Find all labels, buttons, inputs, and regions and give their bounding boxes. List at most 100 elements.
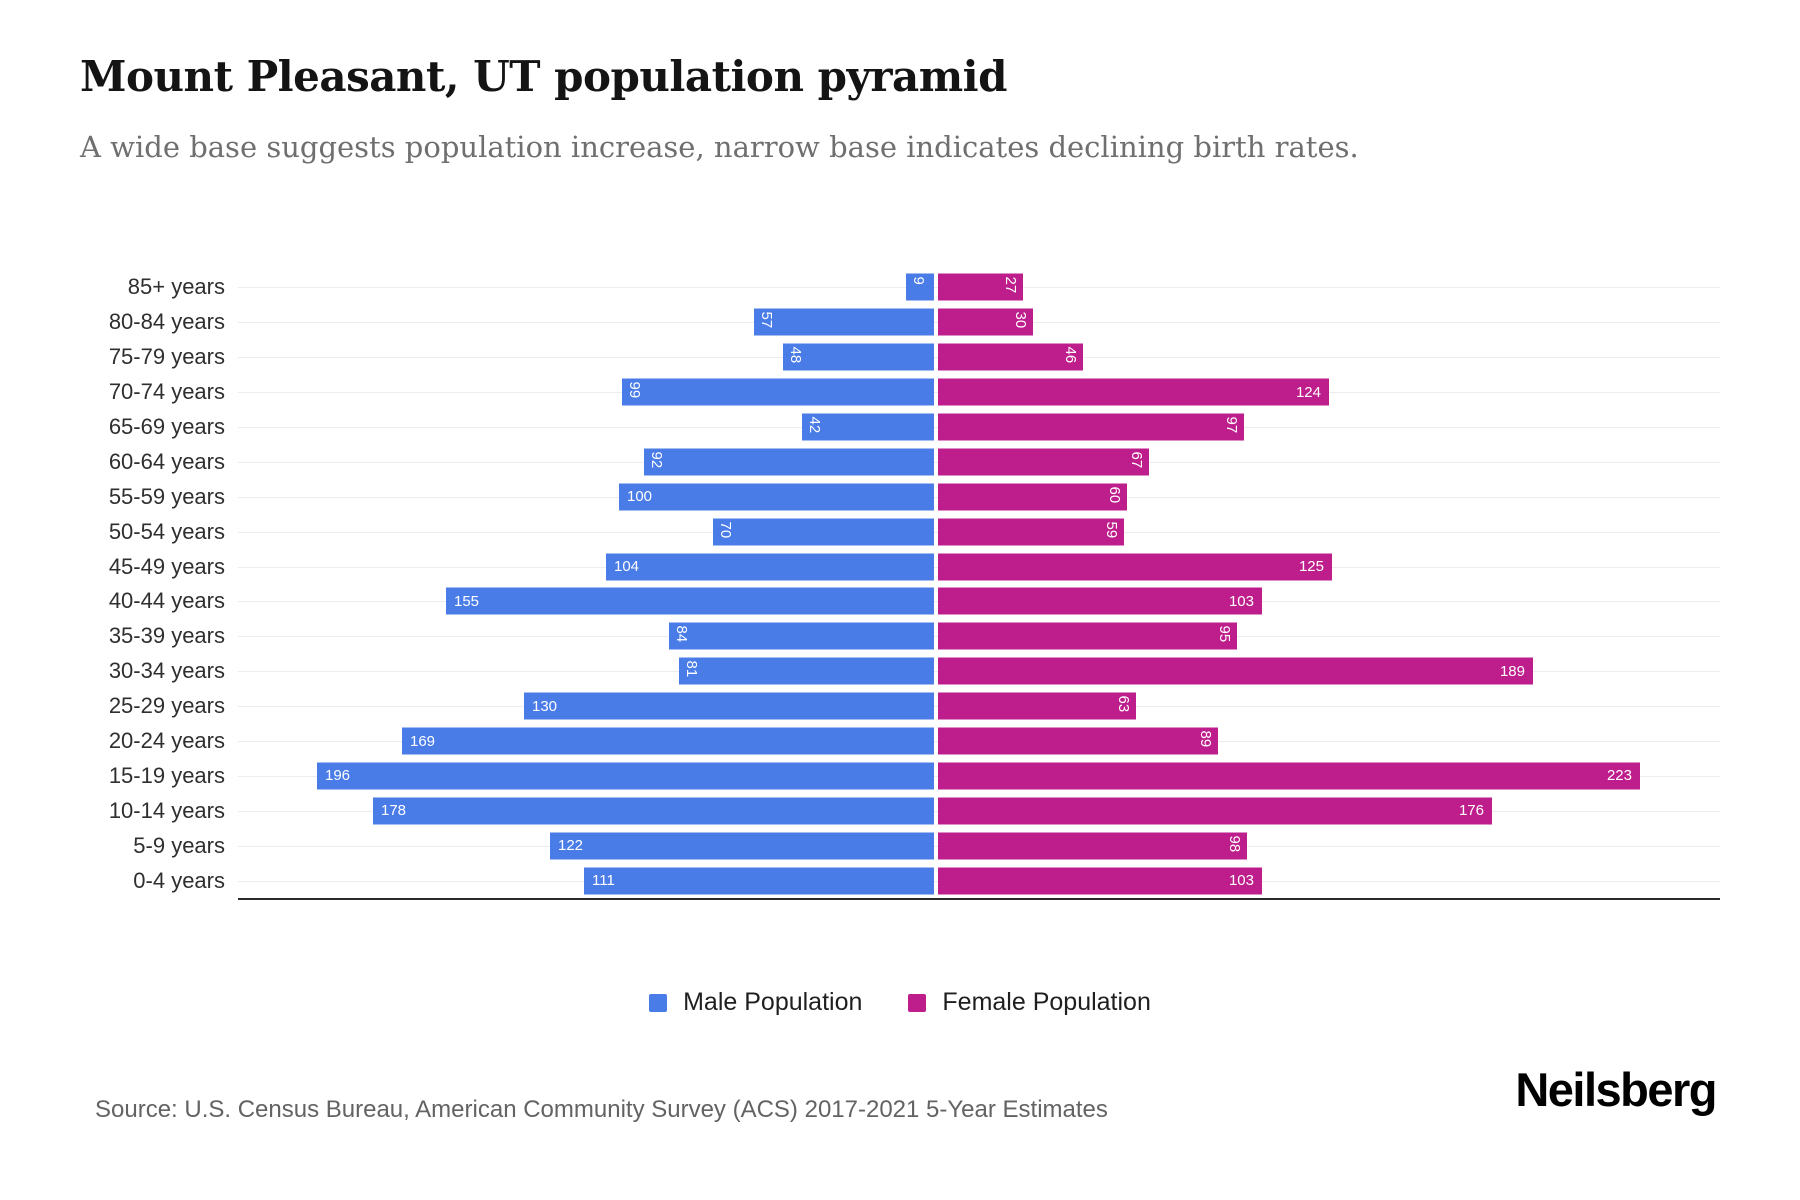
plot-area: 48 46 [238, 340, 1720, 375]
pyramid-row: 60-64 years 92 67 [80, 444, 1720, 479]
female-bar-30-34-years: 189 [938, 657, 1533, 685]
male-bar-30-34-years: 81 [679, 657, 934, 685]
pyramid-row: 20-24 years 169 89 [80, 724, 1720, 759]
bar-value-label: 60 [1106, 486, 1123, 503]
page-title: Mount Pleasant, UT population pyramid [80, 52, 1007, 101]
pyramid-row: 70-74 years 99 124 [80, 375, 1720, 410]
pyramid-row: 35-39 years 84 95 [80, 619, 1720, 654]
plot-area: 9 27 [238, 270, 1720, 305]
pyramid-row: 50-54 years 70 59 [80, 514, 1720, 549]
bar-value-label: 223 [1606, 767, 1632, 785]
male-bar-80-84-years: 57 [754, 308, 934, 336]
female-bar-40-44-years: 103 [938, 587, 1262, 615]
bar-value-label: 155 [454, 592, 480, 610]
page-subtitle: A wide base suggests population increase… [80, 130, 1359, 164]
age-group-label: 75-79 years [108, 344, 225, 370]
pyramid-row: 55-59 years 100 60 [80, 479, 1720, 514]
bar-value-label: 169 [410, 732, 436, 750]
female-bar-20-24-years: 89 [938, 727, 1218, 755]
male-bar-25-29-years: 130 [524, 692, 934, 720]
male-bar-10-14-years: 178 [373, 797, 934, 825]
age-group-label: 40-44 years [108, 588, 225, 614]
bar-value-label: 176 [1458, 802, 1484, 820]
pyramid-row: 10-14 years 178 176 [80, 793, 1720, 828]
bar-value-label: 99 [626, 381, 643, 399]
age-group-label: 45-49 years [108, 553, 225, 579]
bar-value-label: 98 [1226, 835, 1243, 852]
pyramid-row: 75-79 years 48 46 [80, 340, 1720, 375]
pyramid-row: 0-4 years 111 103 [80, 863, 1720, 898]
age-group-label: 70-74 years [108, 379, 225, 405]
age-group-label: 65-69 years [108, 414, 225, 439]
plot-area: 169 89 [238, 724, 1720, 759]
plot-area: 178 176 [238, 793, 1720, 828]
age-group-label: 30-34 years [108, 658, 225, 684]
bar-value-label: 95 [1216, 625, 1233, 643]
plot-area: 196 223 [238, 758, 1720, 793]
female-bar-80-84-years: 30 [938, 308, 1033, 336]
male-bar-0-4-years: 111 [584, 867, 934, 895]
pyramid-row: 40-44 years 155 103 [80, 584, 1720, 619]
plot-area: 100 60 [238, 479, 1720, 514]
male-legend-swatch [649, 993, 668, 1012]
brand-logo: Neilsberg [1515, 1063, 1717, 1116]
age-group-label: 25-29 years [108, 693, 225, 719]
female-bar-85+-years: 27 [938, 273, 1023, 301]
bar-value-label: 81 [683, 660, 700, 678]
bar-value-label: 124 [1295, 383, 1321, 401]
pyramid-row: 65-69 years 42 97 [80, 410, 1720, 445]
pyramid-row: 30-34 years 81 189 [80, 654, 1720, 689]
female-bar-75-79-years: 46 [938, 343, 1083, 371]
male-bar-15-19-years: 196 [317, 762, 934, 790]
plot-area: 122 98 [238, 828, 1720, 863]
bar-value-label: 57 [758, 311, 775, 329]
male-bar-50-54-years: 70 [713, 518, 934, 546]
male-bar-35-39-years: 84 [669, 622, 934, 650]
bar-value-label: 122 [558, 837, 584, 855]
bar-value-label: 196 [325, 767, 351, 785]
bar-value-label: 67 [1128, 451, 1145, 469]
male-bar-75-79-years: 48 [783, 343, 934, 371]
male-bar-60-64-years: 92 [644, 448, 934, 476]
age-group-label: 60-64 years [108, 448, 225, 474]
plot-area: 92 67 [238, 444, 1720, 479]
plot-area: 155 103 [238, 584, 1720, 619]
bar-value-label: 178 [381, 802, 407, 820]
bar-value-label: 70 [717, 521, 734, 538]
female-bar-65-69-years: 97 [938, 413, 1244, 441]
age-group-label: 55-59 years [108, 483, 225, 509]
female-bar-70-74-years: 124 [938, 378, 1329, 406]
age-group-label: 10-14 years [108, 797, 225, 823]
bar-value-label: 9 [910, 276, 927, 286]
female-bar-5-9-years: 98 [938, 832, 1247, 860]
age-group-label: 50-54 years [108, 518, 225, 544]
bar-value-label: 103 [1228, 592, 1254, 610]
age-group-label: 80-84 years [108, 309, 225, 335]
male-legend-label: Male Population [683, 988, 863, 1016]
male-bar-45-49-years: 104 [606, 553, 934, 581]
bar-value-label: 100 [627, 488, 653, 506]
chart-rows: 85+ years 9 27 80-84 years 57 30 75-79 years 48… [80, 270, 1720, 898]
age-group-label: 15-19 years [108, 762, 225, 788]
female-bar-55-59-years: 60 [938, 483, 1127, 511]
female-bar-60-64-years: 67 [938, 448, 1149, 476]
female-bar-50-54-years: 59 [938, 518, 1124, 546]
female-legend-label: Female Population [942, 988, 1151, 1016]
pyramid-row: 25-29 years 130 63 [80, 689, 1720, 724]
pyramid-row: 80-84 years 57 30 [80, 305, 1720, 340]
male-bar-65-69-years: 42 [802, 413, 934, 441]
bar-value-label: 46 [1062, 346, 1079, 364]
male-bar-70-74-years: 99 [622, 378, 934, 406]
bar-value-label: 189 [1499, 662, 1525, 680]
bar-value-label: 48 [787, 346, 804, 364]
age-group-label: 0-4 years [133, 867, 225, 893]
male-bar-55-59-years: 100 [619, 483, 934, 511]
female-bar-10-14-years: 176 [938, 797, 1492, 825]
female-bar-25-29-years: 63 [938, 692, 1136, 720]
chart-legend: Male Population Female Population [0, 988, 1800, 1017]
female-bar-45-49-years: 125 [938, 553, 1332, 581]
bar-value-label: 63 [1115, 695, 1132, 713]
bar-value-label: 27 [1002, 276, 1019, 294]
source-note: Source: U.S. Census Bureau, American Com… [95, 1096, 1108, 1123]
x-axis-line [238, 898, 1720, 900]
